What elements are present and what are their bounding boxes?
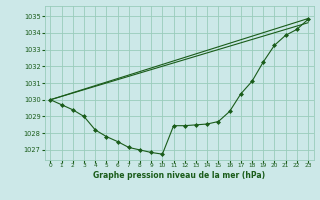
X-axis label: Graphe pression niveau de la mer (hPa): Graphe pression niveau de la mer (hPa) <box>93 171 265 180</box>
